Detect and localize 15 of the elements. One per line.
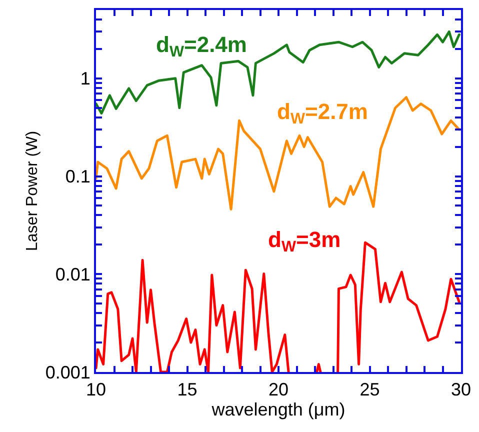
x-tick-label: 15 — [177, 380, 198, 400]
x-tick-label: 10 — [86, 380, 106, 400]
x-tick-label: 25 — [360, 380, 380, 400]
y-tick-label: 0.1 — [65, 166, 90, 187]
x-tick-label: 20 — [268, 380, 289, 400]
series-label: d$_{W}$=2.7m — [277, 99, 368, 128]
line-series — [96, 96, 460, 211]
y-tick-label: 0.001 — [45, 362, 90, 382]
x-tick-label: 30 — [450, 380, 472, 400]
x-axis-title: wavelength (μm) — [210, 400, 346, 420]
y-axis-title: Laser Power (W) — [24, 130, 41, 252]
y-tick-label: 0.01 — [55, 264, 90, 284]
series-label: d$_{W}$=3m — [268, 227, 341, 256]
series-label: d$_{W}$=2.4m — [156, 32, 247, 61]
y-tick-label: 1 — [80, 68, 90, 89]
